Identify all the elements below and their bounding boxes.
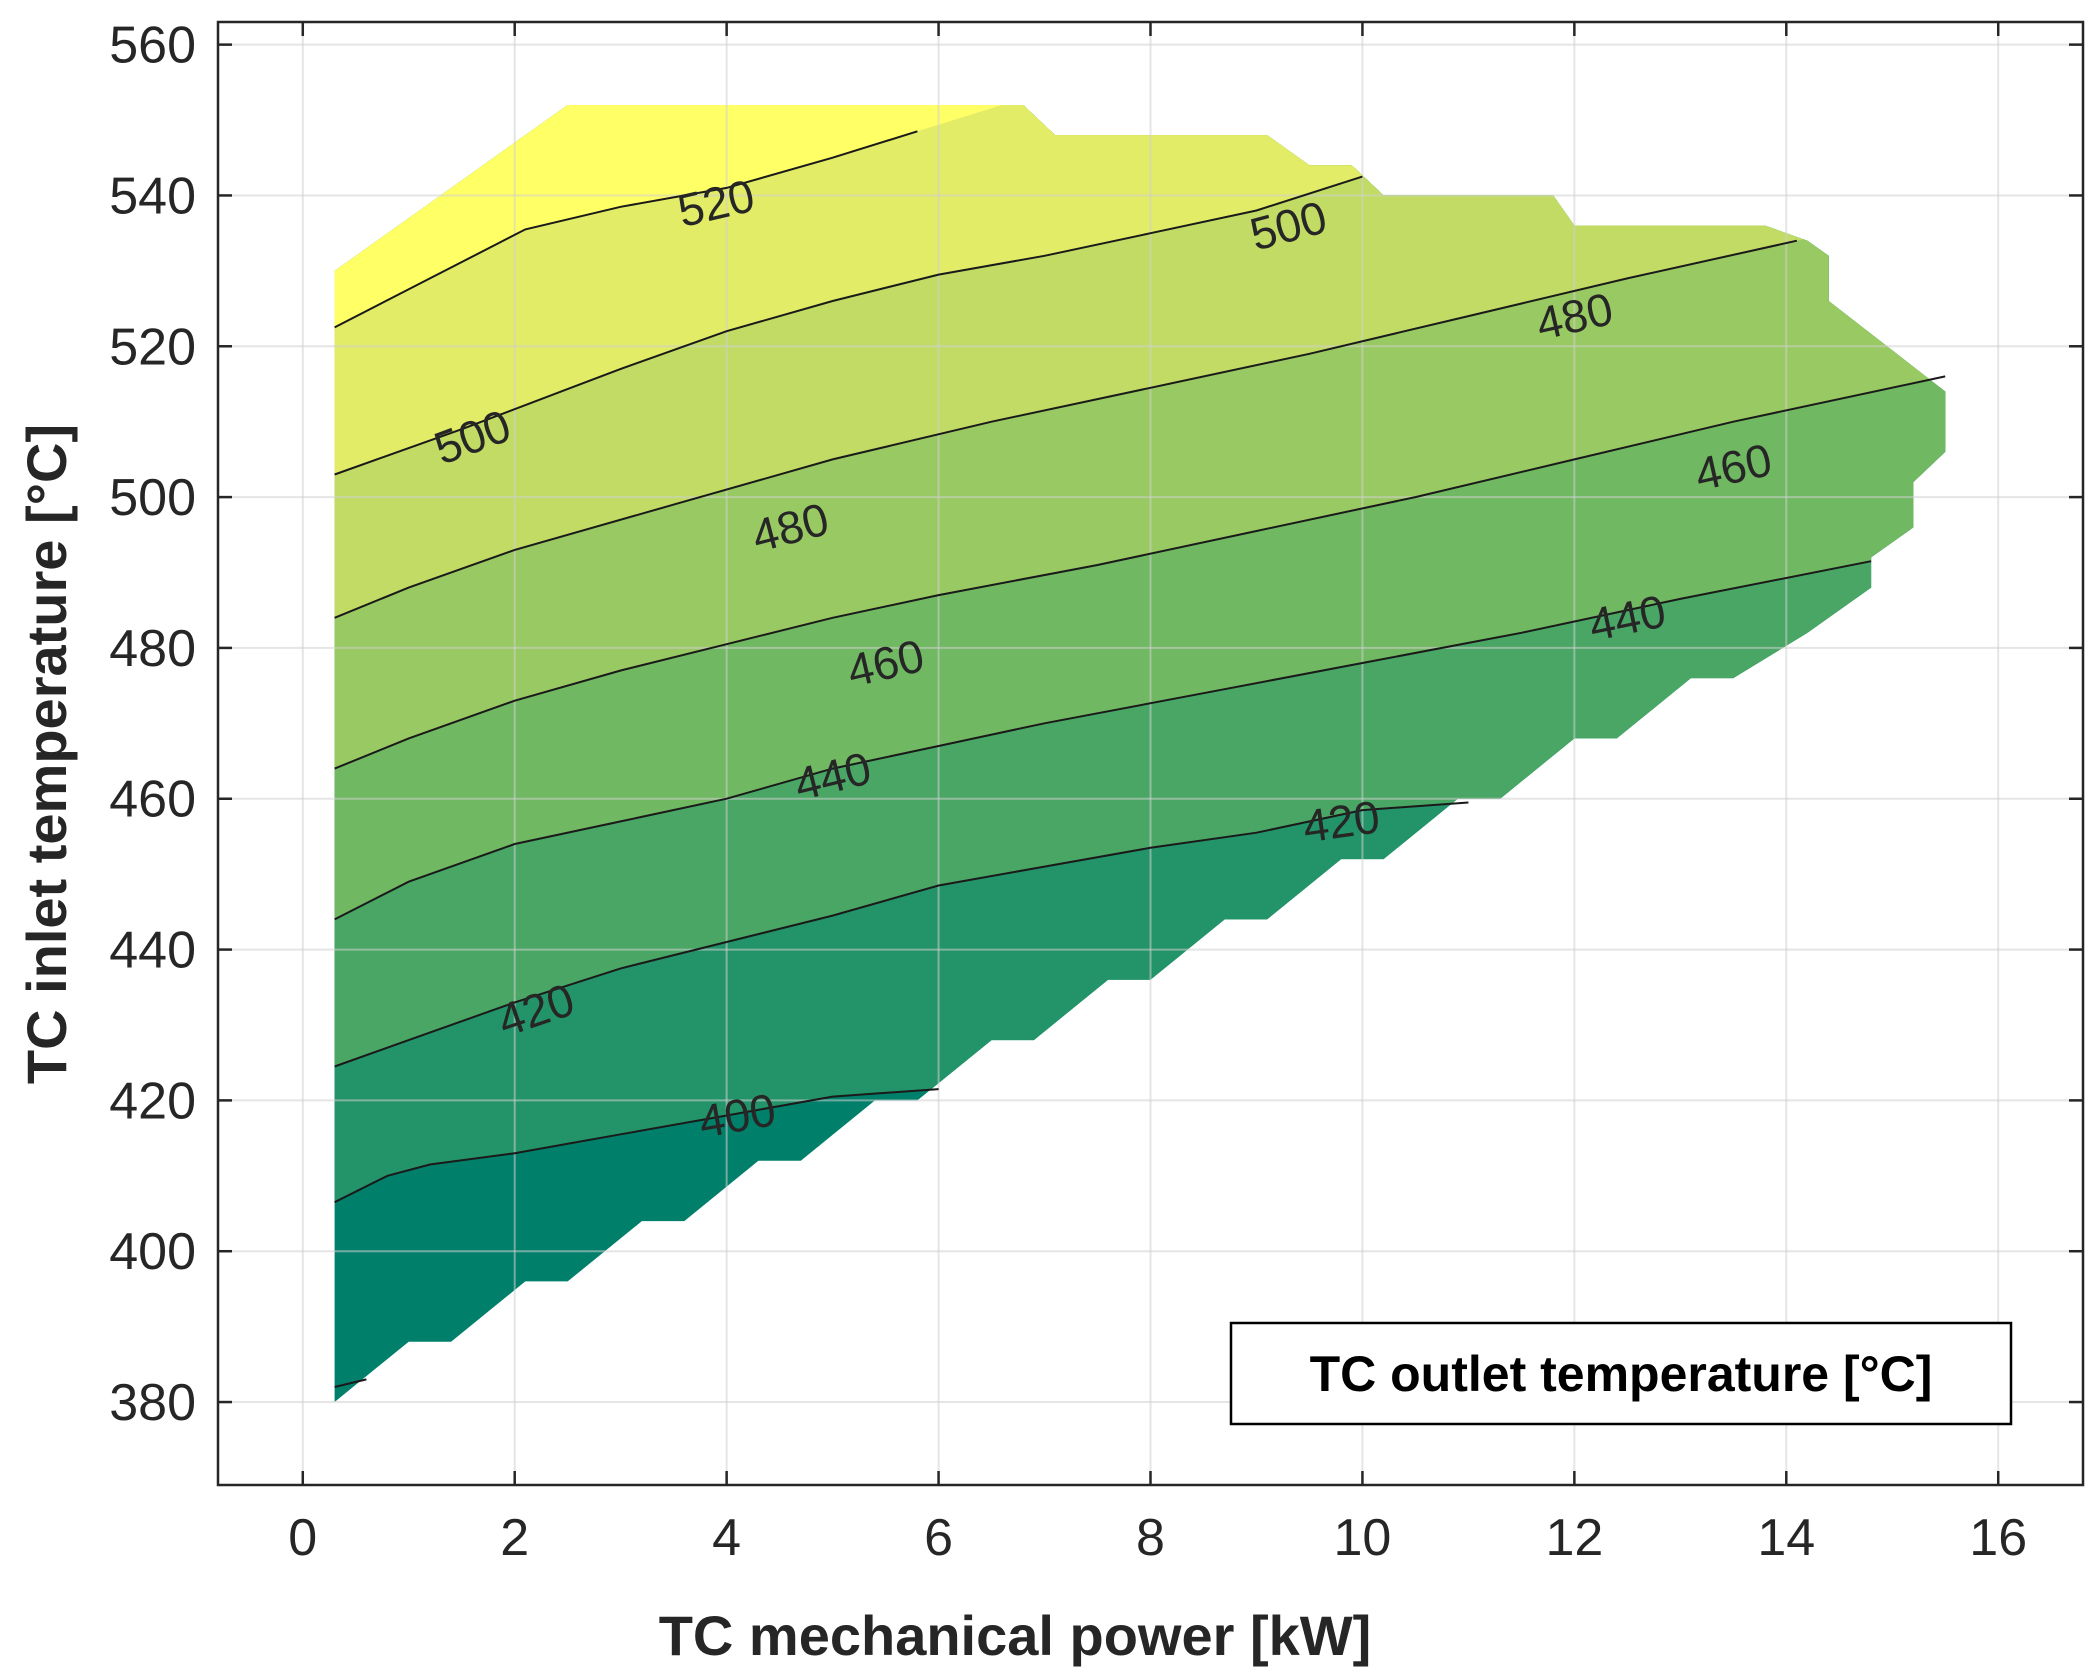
y-axis-title: TC inlet temperature [°C] [15, 424, 78, 1084]
x-tick-label: 10 [1334, 1509, 1392, 1567]
contour-label-420: 420 [1300, 790, 1383, 852]
x-tick-label: 8 [1136, 1509, 1165, 1567]
legend-frame [1229, 1321, 2013, 1426]
y-tick-label: 480 [109, 620, 196, 678]
x-axis-title: TC mechanical power [kW] [659, 1604, 1372, 1667]
legend-label: TC outlet temperature [°C] [1310, 1346, 1933, 1402]
x-tick-label: 14 [1757, 1509, 1815, 1567]
y-tick-label: 440 [109, 922, 196, 980]
contour-line-380 [334, 1378, 367, 1388]
contour-line-520 [334, 130, 918, 329]
band-fill-520 [334, 105, 1946, 328]
contour-label-text: 420 [1300, 790, 1383, 852]
grid-lines [218, 22, 2083, 1485]
y-tick-label: 400 [109, 1223, 196, 1281]
axis-ticks: 0 2 4 6 8 10 12 14 16 380 400 420 440 460 480 500 520 540… [109, 17, 2083, 1567]
y-tick-label: 460 [109, 771, 196, 829]
y-tick-label: 500 [109, 469, 196, 527]
x-tick-label: 16 [1969, 1509, 2027, 1567]
contour-line-400 [334, 1088, 939, 1204]
x-tick-label: 12 [1545, 1509, 1603, 1567]
contour-line-460 [334, 375, 1946, 770]
x-tick-label: 2 [500, 1509, 529, 1567]
contour-line-420 [334, 801, 1469, 1068]
contour-line-440 [334, 560, 1872, 921]
y-tick-label: 520 [109, 318, 196, 376]
x-tick-label: 6 [924, 1509, 953, 1567]
y-tick-label: 420 [109, 1072, 196, 1130]
legend-box: TC outlet temperature [°C] [1229, 1321, 2013, 1426]
y-tick-label: 380 [109, 1374, 196, 1432]
contour-line-480 [334, 239, 1798, 619]
y-tick-label: 540 [109, 167, 196, 225]
y-tick-label: 560 [109, 17, 196, 75]
x-tick-label: 0 [288, 1509, 317, 1567]
contour-line-500 [334, 175, 1363, 476]
contour-lines-layer [334, 130, 1946, 1388]
x-tick-label: 4 [712, 1509, 741, 1567]
